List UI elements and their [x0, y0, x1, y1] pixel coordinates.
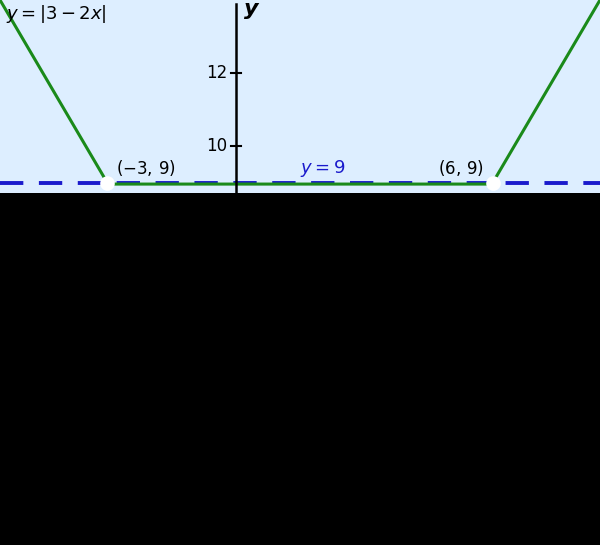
Text: 10: 10	[206, 137, 227, 155]
Text: 12: 12	[206, 64, 227, 82]
Text: $\boldsymbol{y}$: $\boldsymbol{y}$	[244, 1, 261, 21]
Text: $(-3,\,9)$: $(-3,\,9)$	[116, 158, 176, 178]
Text: $y = 9$: $y = 9$	[300, 158, 346, 179]
Text: $y = |3 - 2x|$: $y = |3 - 2x|$	[7, 3, 107, 25]
Text: $(6,\,9)$: $(6,\,9)$	[439, 158, 484, 178]
